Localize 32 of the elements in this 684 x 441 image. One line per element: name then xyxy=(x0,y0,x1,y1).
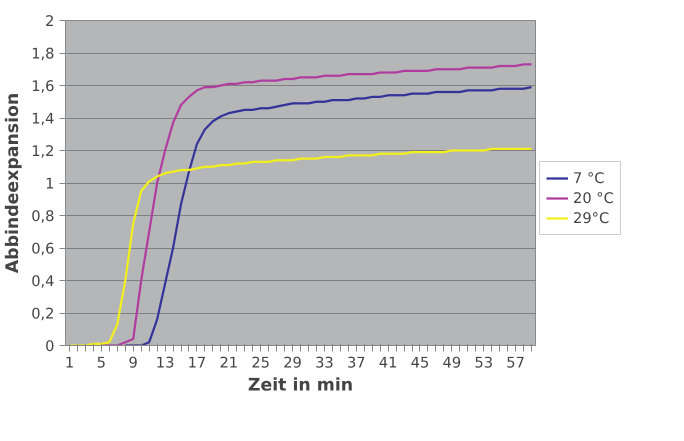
x-tick-label: 1 xyxy=(64,354,74,372)
x-tick-label: 9 xyxy=(128,354,138,372)
x-tick-label: 45 xyxy=(410,354,430,372)
y-tick-label: 0,2 xyxy=(31,306,55,322)
y-tick-label: 0,8 xyxy=(31,208,55,225)
y-tick-label: 0,4 xyxy=(31,273,55,290)
x-tick-label: 53 xyxy=(474,354,494,372)
y-tick-label: 1,4 xyxy=(31,110,55,128)
x-tick-label: 17 xyxy=(188,354,206,372)
y-tick-label: 0 xyxy=(45,338,55,355)
x-axis-title: Zeit in min xyxy=(248,376,354,396)
legend-label: 20 °C xyxy=(573,190,614,206)
x-tick-label: 29 xyxy=(283,354,302,372)
y-axis-title: Abbindeexpansion xyxy=(3,92,24,274)
y-tick-label: 1,2 xyxy=(31,143,55,160)
x-tick-label: 49 xyxy=(442,354,462,372)
y-tick-label: 1,8 xyxy=(31,46,55,62)
legend-label: 7 °C xyxy=(573,170,605,186)
x-tick-label: 33 xyxy=(315,354,334,372)
x-tick-label: 41 xyxy=(378,354,398,372)
legend-label: 29°C xyxy=(573,210,610,226)
x-tick-label: 37 xyxy=(346,354,366,372)
line-series xyxy=(68,148,533,346)
y-tick-label: 1,6 xyxy=(31,78,55,95)
y-tick-label: 2 xyxy=(45,13,55,30)
x-tick-label: 5 xyxy=(96,354,106,372)
x-tick-label: 13 xyxy=(156,354,174,372)
x-tick-label: 21 xyxy=(219,354,238,372)
x-tick-label: 25 xyxy=(251,354,270,372)
x-tick-label: 57 xyxy=(506,354,525,372)
y-tick-label: 1 xyxy=(45,176,55,192)
y-tick-label: 0,6 xyxy=(31,240,55,258)
